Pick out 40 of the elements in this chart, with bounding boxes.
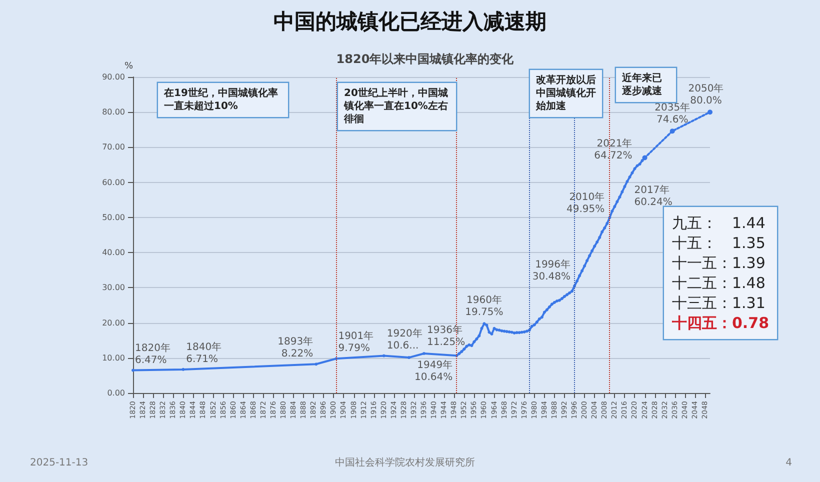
annotation: 1840年 6.71%: [186, 340, 222, 365]
y-tick-label: 20.00: [102, 318, 125, 328]
text: 4: [786, 458, 792, 468]
annotation: 九五： 1.44: [672, 214, 766, 232]
annotation: 十三五：1.31: [672, 294, 766, 312]
y-tick-label: 90.00: [102, 72, 125, 82]
annotation: 十二五：1.48: [672, 274, 766, 292]
annotation: 1936年 11.25%: [427, 324, 466, 348]
annotation: 1901年 9.79%: [338, 330, 374, 354]
chart-subtitle: 1820年以来中国城镇化率的变化: [336, 52, 515, 66]
y-tick-label: 60.00: [102, 178, 125, 187]
annotation: 1960年 19.75%: [465, 294, 504, 318]
annotation: 近年来已逐步减速: [621, 72, 663, 97]
annotation: 2017年 60.24%: [634, 184, 672, 208]
annotation: 改革开放以后中国城镇化开始加速: [535, 74, 596, 112]
annotation: 20世纪上半叶，中国城镇化率一直在10%左右徘徊: [343, 87, 448, 125]
annotation: 1996年 30.48%: [532, 258, 571, 282]
annotation: 1920年 10.6...: [386, 327, 422, 352]
annotation: 在19世纪，中国城镇化率一直未超过10%: [163, 87, 278, 112]
y-axis-title: %: [124, 62, 134, 72]
annotation: 十五： 1.35: [672, 234, 766, 252]
annotation: 1820年 6.47%: [135, 342, 170, 366]
y-tick-label: 30.00: [102, 283, 125, 292]
y-tick-label: 70.00: [102, 142, 125, 152]
annotation: 2010年 49.95%: [566, 191, 605, 216]
y-tick-label: 80.00: [102, 108, 125, 117]
annotation: 2035年 74.6%: [654, 102, 690, 126]
chart-title: 中国的城镇化已经进入减速期: [274, 10, 546, 34]
annotation: 十四五：0.78: [671, 314, 770, 332]
annotation: 2021年 64.72%: [594, 137, 632, 162]
annotation: 1893年 8.22%: [278, 336, 314, 360]
y-tick-label: 40.00: [102, 248, 125, 258]
text: 2025-11-13: [30, 458, 88, 468]
y-tick-label: 50.00: [102, 212, 125, 222]
y-tick-label: 0.00: [107, 388, 125, 398]
annotation: 十一五：1.39: [672, 254, 766, 272]
annotation: 2050年 80.0%: [688, 82, 724, 107]
text: 中国社会科学院农村发展研究所: [335, 456, 475, 468]
annotation: 1949年 10.64%: [414, 359, 453, 384]
y-tick-label: 10.00: [102, 353, 125, 362]
